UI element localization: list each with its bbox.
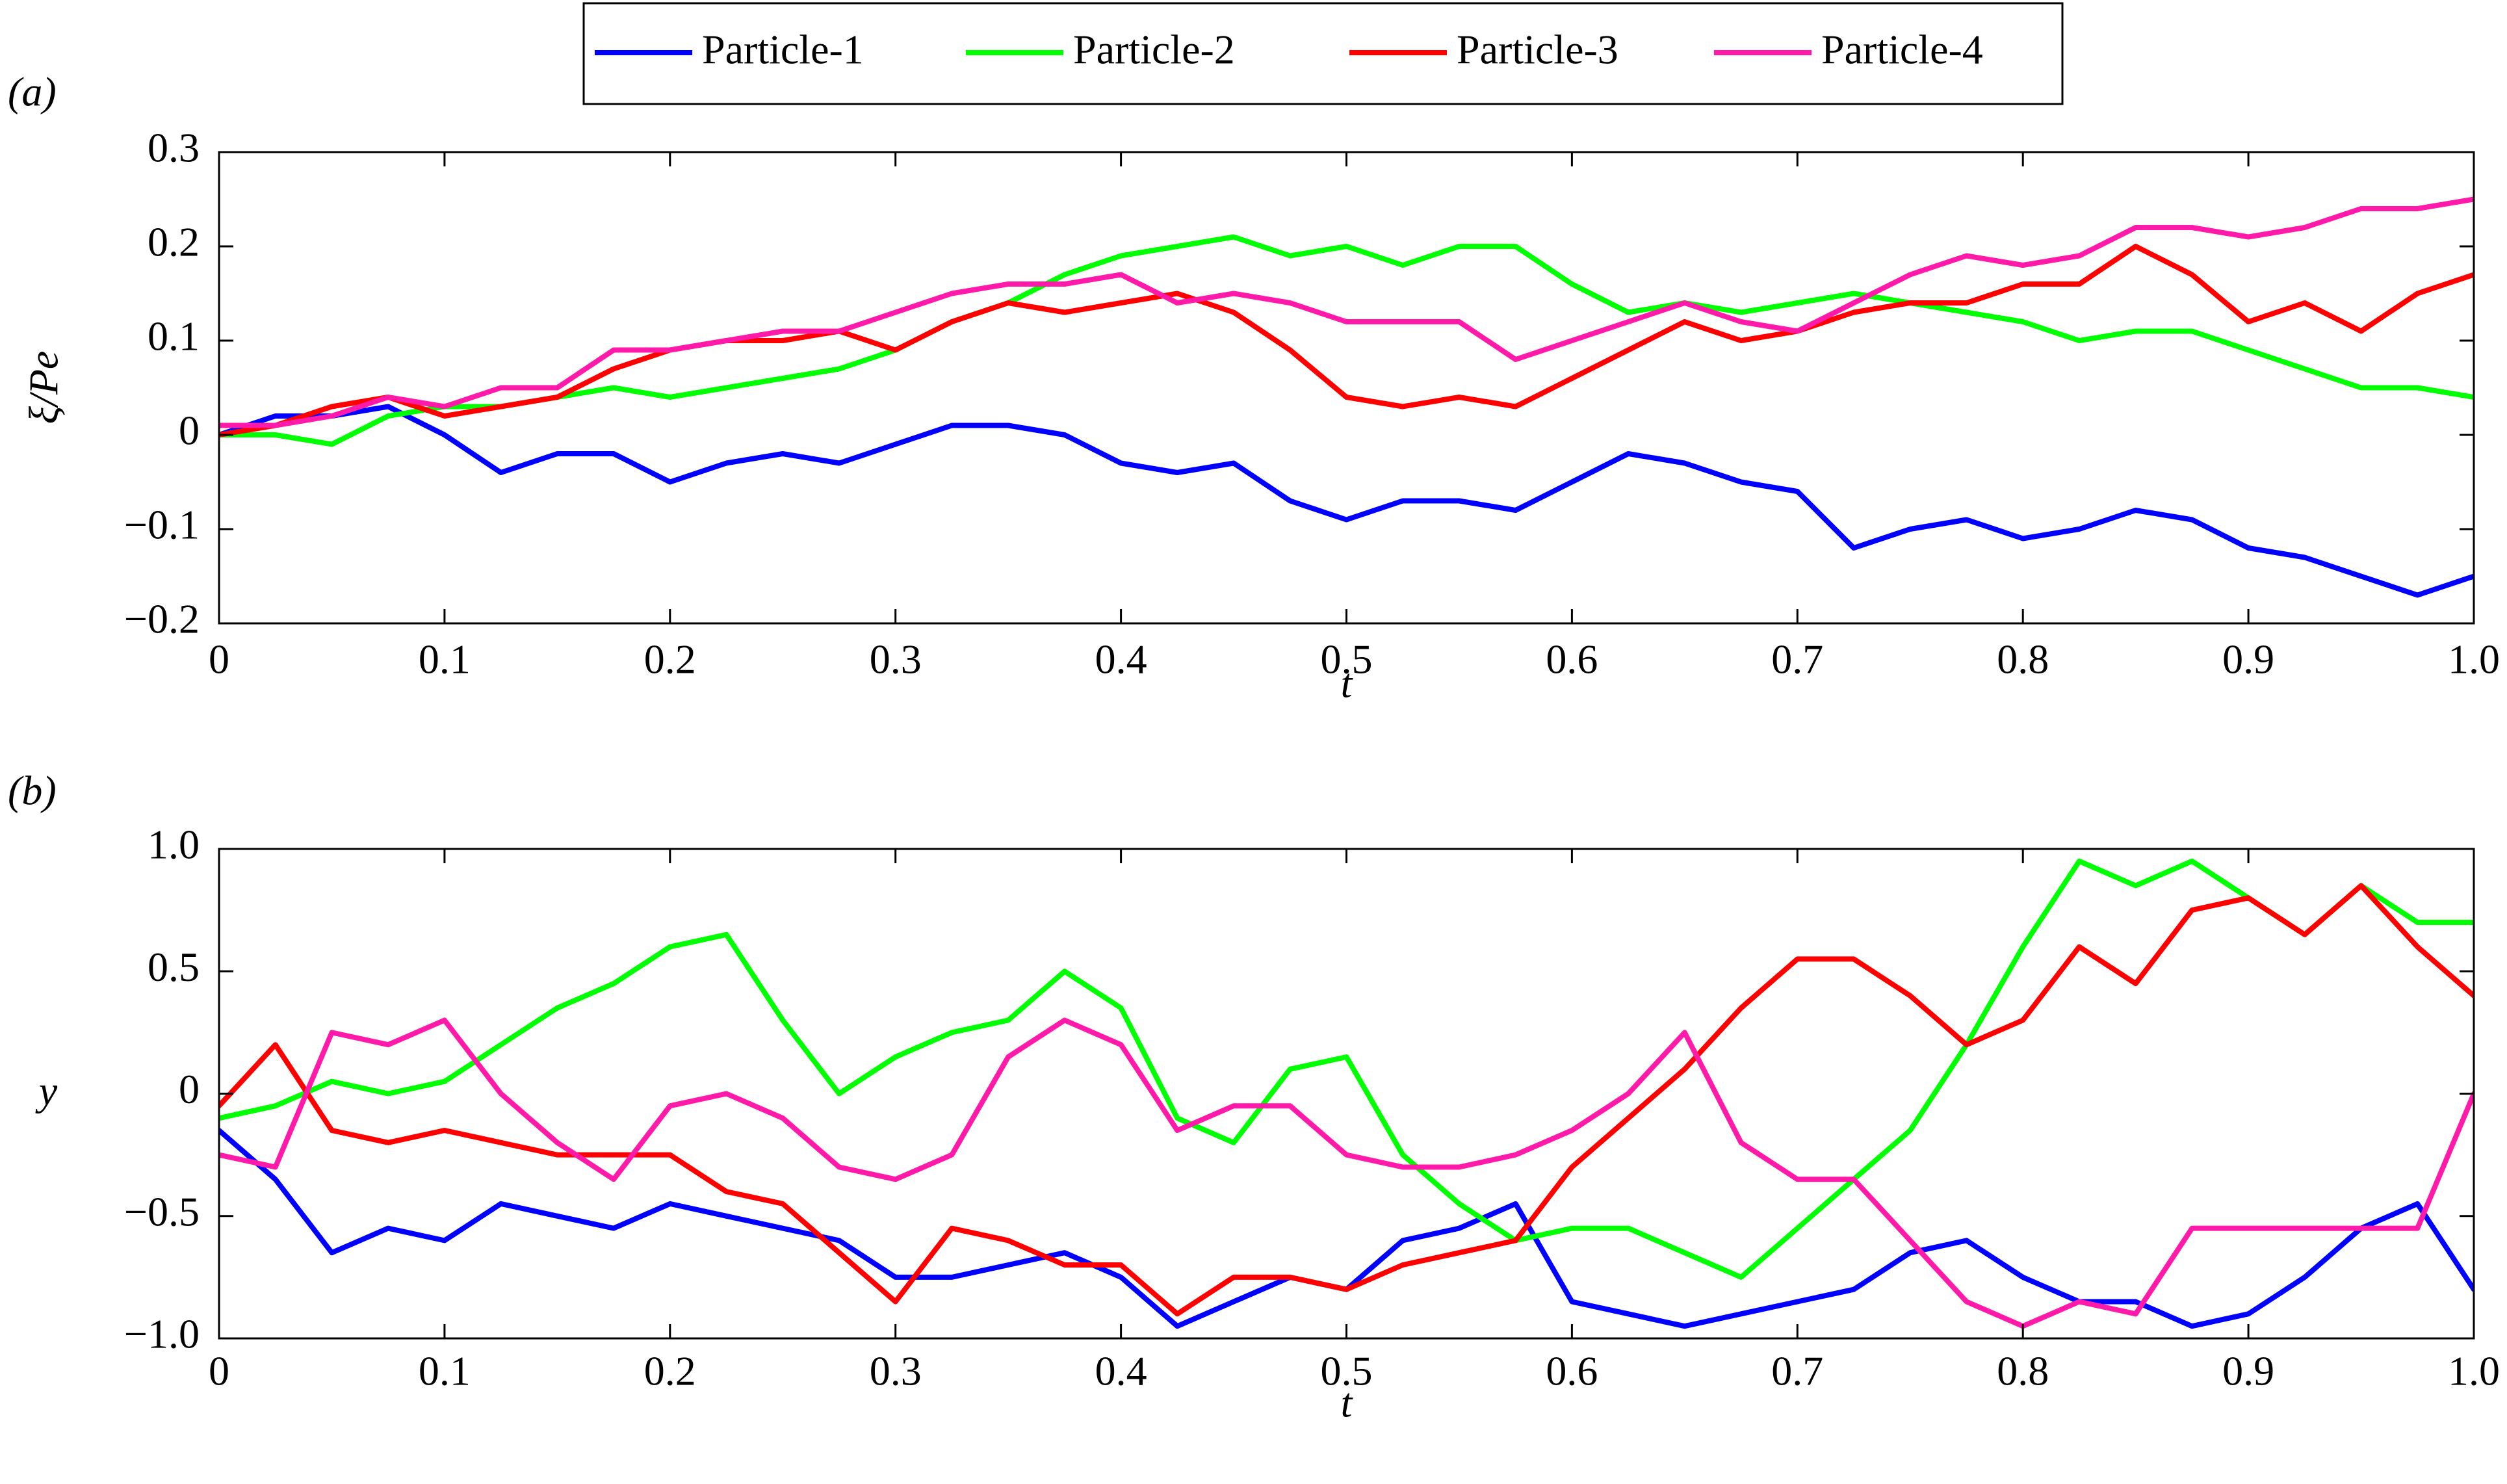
series-line [219, 404, 2474, 598]
x-tick-label: 0.3 [870, 1348, 922, 1394]
x-tick-label: 0 [209, 636, 229, 683]
x-tick-label: 0.8 [1997, 1348, 2049, 1394]
x-tick-label: 0 [209, 1348, 229, 1394]
x-tick-label: 0.4 [1095, 1348, 1147, 1394]
series-line [219, 234, 2474, 447]
panel-label: (a) [8, 69, 57, 115]
legend: Particle-1 Particle-2 Particle-3 Particle-4 [582, 2, 2064, 105]
y-tick-label: 0 [179, 1066, 200, 1112]
legend-label: Particle-1 [702, 27, 864, 73]
x-tick-label: 1.0 [2448, 1348, 2500, 1394]
y-axis-label: ξ/Pe [21, 351, 67, 424]
legend-box [582, 2, 2064, 105]
x-tick-label: 0.5 [1321, 636, 1373, 683]
y-tick-label: 0.2 [148, 219, 200, 265]
series-line [219, 858, 2474, 1280]
x-tick-label: 0.3 [870, 636, 922, 683]
y-tick-label: −0.2 [124, 596, 200, 642]
series-line [219, 1017, 2474, 1329]
x-tick-label: 0.4 [1095, 636, 1147, 683]
x-tick-label: 0.7 [1771, 636, 1823, 683]
panel-label: (b) [8, 768, 57, 814]
y-tick-label: 1.0 [148, 822, 200, 868]
y-tick-label: 0.1 [148, 313, 200, 359]
series-line [219, 244, 2474, 437]
x-tick-label: 0.1 [419, 1348, 471, 1394]
y-tick-label: −0.5 [124, 1188, 200, 1234]
legend-label: Particle-3 [1457, 27, 1618, 73]
plot-area [219, 858, 2474, 1329]
x-tick-label: 0.6 [1546, 636, 1598, 683]
x-tick-label: 0.1 [419, 636, 471, 683]
x-tick-label: 0.2 [644, 636, 696, 683]
y-tick-label: −0.1 [124, 502, 200, 548]
y-axis-label: y [35, 1068, 58, 1114]
plot-area [219, 196, 2474, 598]
x-tick-label: 0.7 [1771, 1348, 1823, 1394]
y-tick-label: 0.3 [148, 125, 200, 171]
x-tick-label: 0.2 [644, 1348, 696, 1394]
x-tick-label: 0.6 [1546, 1348, 1598, 1394]
x-tick-label: 1.0 [2448, 636, 2500, 683]
x-axis-label: t [1341, 1380, 1354, 1426]
series-line [219, 883, 2474, 1317]
legend-label: Particle-2 [1073, 27, 1235, 73]
x-tick-label: 0.5 [1321, 1348, 1373, 1394]
y-tick-label: 0 [179, 408, 200, 454]
x-tick-label: 0.9 [2222, 636, 2274, 683]
legend-label: Particle-4 [1821, 27, 1983, 73]
x-axis-label: t [1341, 660, 1354, 707]
x-tick-label: 0.8 [1997, 636, 2049, 683]
x-tick-label: 0.9 [2222, 1348, 2274, 1394]
y-tick-label: −1.0 [124, 1311, 200, 1357]
y-tick-label: 0.5 [148, 944, 200, 990]
series-line [219, 196, 2474, 428]
